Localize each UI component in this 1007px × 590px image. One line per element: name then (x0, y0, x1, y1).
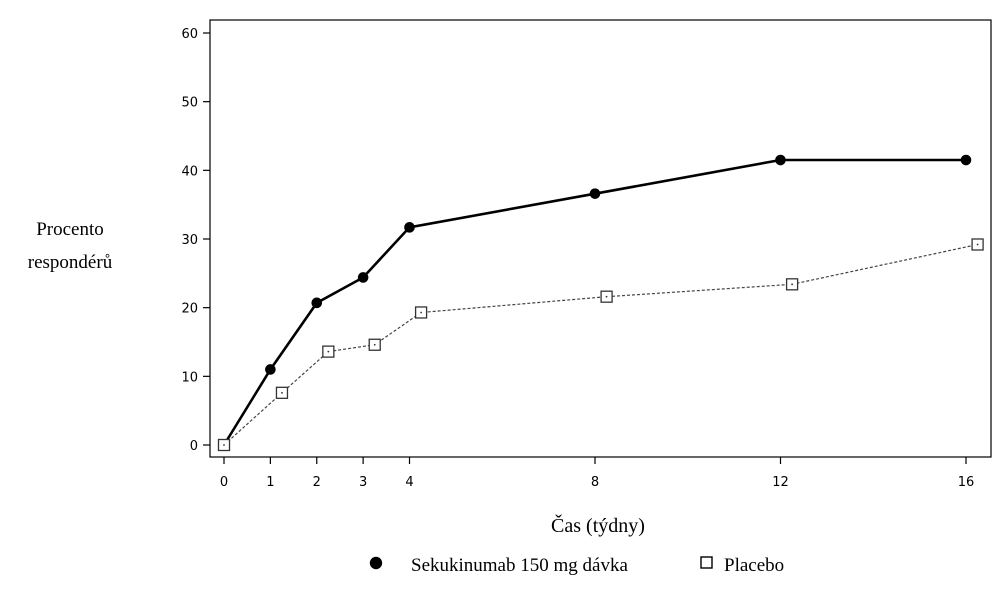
data-point-placebo-center (373, 343, 376, 346)
y-tick-label: 0 (190, 439, 198, 454)
plot-frame (209, 19, 992, 458)
legend-marker-sekukinumab (369, 556, 383, 570)
x-tick-label: 16 (958, 475, 975, 490)
legend-label-placebo: Placebo (724, 555, 784, 576)
series-line-placebo (223, 243, 978, 446)
data-point-placebo-center (791, 283, 793, 286)
data-point-placebo-center (327, 350, 330, 353)
data-point-placebo-center (605, 295, 608, 298)
x-axis-label: Čas (týdny) (551, 513, 645, 537)
x-tick-label: 1 (266, 475, 274, 490)
y-tick-label: 50 (181, 96, 198, 111)
legend: Sekukinumab 150 mg dávka Placebo (369, 555, 784, 576)
series-layer (217, 154, 984, 452)
y-tick-label: 20 (181, 302, 198, 317)
data-point-sekukinumab (265, 364, 276, 375)
y-tick-label: 30 (181, 233, 198, 248)
legend-marker-placebo (700, 556, 713, 569)
series-line-sekukinumab (222, 158, 966, 446)
data-point-sekukinumab (357, 272, 369, 283)
x-tick-label: 3 (359, 475, 367, 490)
y-tick-label: 40 (181, 164, 198, 179)
x-tick-label: 4 (405, 475, 413, 490)
x-tick-label: 2 (313, 475, 321, 490)
data-point-sekukinumab (589, 188, 601, 199)
data-point-sekukinumab (311, 297, 323, 309)
data-point-placebo-center (976, 243, 979, 246)
data-point-placebo-center (420, 311, 422, 314)
y-tick-label: 60 (181, 27, 198, 42)
data-point-sekukinumab (404, 222, 415, 233)
data-point-sekukinumab (960, 154, 972, 166)
data-point-placebo-center (281, 391, 283, 394)
x-tick-label: 12 (772, 475, 789, 490)
legend-label-sekukinumab: Sekukinumab 150 mg dávka (411, 555, 628, 576)
data-point-sekukinumab (775, 154, 786, 166)
x-tick-label: 0 (220, 475, 228, 490)
y-axis-label-line-2: respondérů (28, 252, 113, 273)
data-point-placebo-center (223, 444, 225, 446)
y-axis-label-line-1: Procento (36, 219, 104, 240)
x-tick-label: 8 (591, 475, 599, 490)
y-tick-label: 10 (181, 370, 198, 385)
